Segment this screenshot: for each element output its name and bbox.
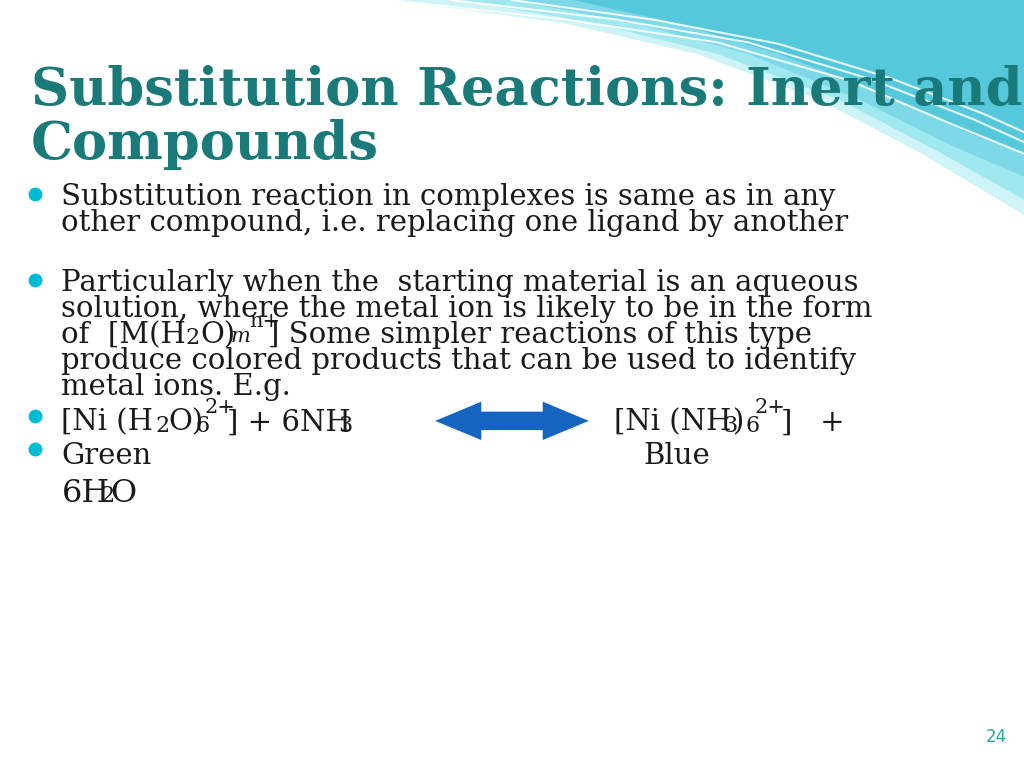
Polygon shape — [435, 402, 589, 440]
Text: produce colored products that can be used to identify: produce colored products that can be use… — [61, 347, 856, 375]
Text: O: O — [111, 478, 137, 508]
Text: 6: 6 — [745, 415, 760, 437]
Text: of  [M(H: of [M(H — [61, 321, 186, 349]
Text: 2: 2 — [185, 327, 200, 349]
Text: [Ni (NH: [Ni (NH — [614, 409, 732, 436]
Text: Compounds: Compounds — [31, 119, 379, 170]
Text: 3: 3 — [338, 415, 352, 437]
Polygon shape — [389, 0, 1024, 215]
Text: O): O) — [201, 321, 236, 349]
Text: n+: n+ — [249, 312, 280, 331]
Text: 2+: 2+ — [755, 398, 785, 417]
Text: 3: 3 — [723, 415, 737, 437]
Text: 2: 2 — [156, 415, 170, 437]
Text: Green: Green — [61, 442, 152, 469]
Text: metal ions. E.g.: metal ions. E.g. — [61, 373, 291, 401]
Text: 6: 6 — [196, 415, 210, 437]
Text: [Ni (H: [Ni (H — [61, 409, 154, 436]
Text: ): ) — [733, 409, 744, 436]
Polygon shape — [573, 0, 1024, 154]
Text: Substitution Reactions: Inert and Labile: Substitution Reactions: Inert and Labile — [31, 65, 1024, 116]
Text: 6H: 6H — [61, 478, 110, 508]
Text: Substitution reaction in complexes is same as in any: Substitution reaction in complexes is sa… — [61, 183, 836, 210]
Text: other compound, i.e. replacing one ligand by another: other compound, i.e. replacing one ligan… — [61, 209, 849, 237]
Text: 2: 2 — [100, 485, 115, 508]
Polygon shape — [461, 0, 1024, 200]
Polygon shape — [512, 0, 1024, 177]
Text: 24: 24 — [986, 729, 1008, 746]
Text: m: m — [230, 327, 250, 346]
Text: ] Some simpler reactions of this type: ] Some simpler reactions of this type — [268, 321, 812, 349]
Text: O): O) — [168, 409, 203, 436]
Text: ]   +: ] + — [781, 409, 845, 436]
Text: 2+: 2+ — [205, 398, 236, 417]
Text: Particularly when the  starting material is an aqueous: Particularly when the starting material … — [61, 269, 859, 296]
Text: ] + 6NH: ] + 6NH — [227, 409, 351, 436]
Text: solution, where the metal ion is likely to be in the form: solution, where the metal ion is likely … — [61, 295, 872, 323]
Text: Blue: Blue — [643, 442, 710, 469]
